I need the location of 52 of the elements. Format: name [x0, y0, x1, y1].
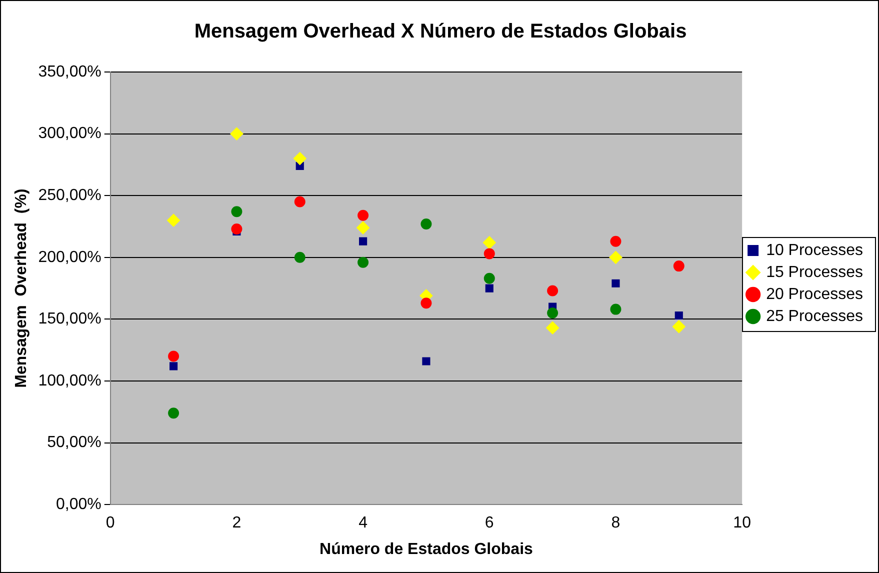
- point: [294, 252, 306, 263]
- chart-title: Mensagem Overhead X Número de Estados Globais: [194, 20, 687, 43]
- point: [294, 196, 306, 208]
- y-tick-label: 200,00%: [38, 248, 102, 266]
- x-tick-label: 10: [733, 514, 752, 532]
- point: [422, 357, 430, 366]
- point: [547, 285, 558, 296]
- point: [359, 237, 368, 246]
- legend-label: 15 Processes: [766, 264, 863, 281]
- point: [358, 210, 369, 221]
- x-tick-label: 0: [106, 514, 115, 532]
- point: [484, 272, 495, 284]
- point: [168, 350, 180, 362]
- legend-label: 10 Processes: [766, 242, 863, 259]
- y-tick-label: 50,00%: [47, 434, 102, 452]
- point: [167, 214, 180, 227]
- point: [546, 321, 560, 334]
- x-tick-label: 2: [232, 514, 242, 532]
- point: [610, 304, 622, 315]
- point: [482, 236, 496, 250]
- y-tick-label: 150,00%: [38, 310, 102, 328]
- y-tick-label: 250,00%: [38, 187, 102, 204]
- point: [547, 308, 558, 319]
- point: [293, 152, 306, 166]
- point: [420, 298, 432, 309]
- x-tick-label: 8: [611, 514, 620, 532]
- y-axis-title: Mensagem Overhead (%): [13, 188, 30, 388]
- x-axis-title: Número de Estados Globais: [320, 540, 533, 558]
- y-tick-label: 0,00%: [56, 496, 102, 514]
- point: [673, 260, 684, 272]
- point: [170, 362, 178, 370]
- x-tick-label: 6: [484, 514, 494, 532]
- point: [358, 256, 369, 268]
- point: [485, 284, 494, 292]
- legend-label: 20 Processes: [766, 286, 863, 303]
- y-tick-label: 300,00%: [38, 125, 102, 142]
- y-tick-label: 350,00%: [38, 63, 102, 80]
- point: [356, 221, 370, 234]
- point: [672, 320, 686, 334]
- point: [420, 218, 432, 230]
- point: [231, 223, 242, 234]
- point: [610, 236, 622, 247]
- point: [168, 408, 180, 419]
- point: [230, 127, 244, 140]
- point: [612, 279, 620, 288]
- legend-label: 25 Processes: [766, 308, 863, 325]
- point: [609, 250, 622, 264]
- point: [231, 206, 242, 218]
- point: [484, 248, 495, 260]
- y-tick-label: 100,00%: [38, 372, 102, 390]
- x-tick-label: 4: [358, 514, 368, 532]
- point: [674, 311, 683, 320]
